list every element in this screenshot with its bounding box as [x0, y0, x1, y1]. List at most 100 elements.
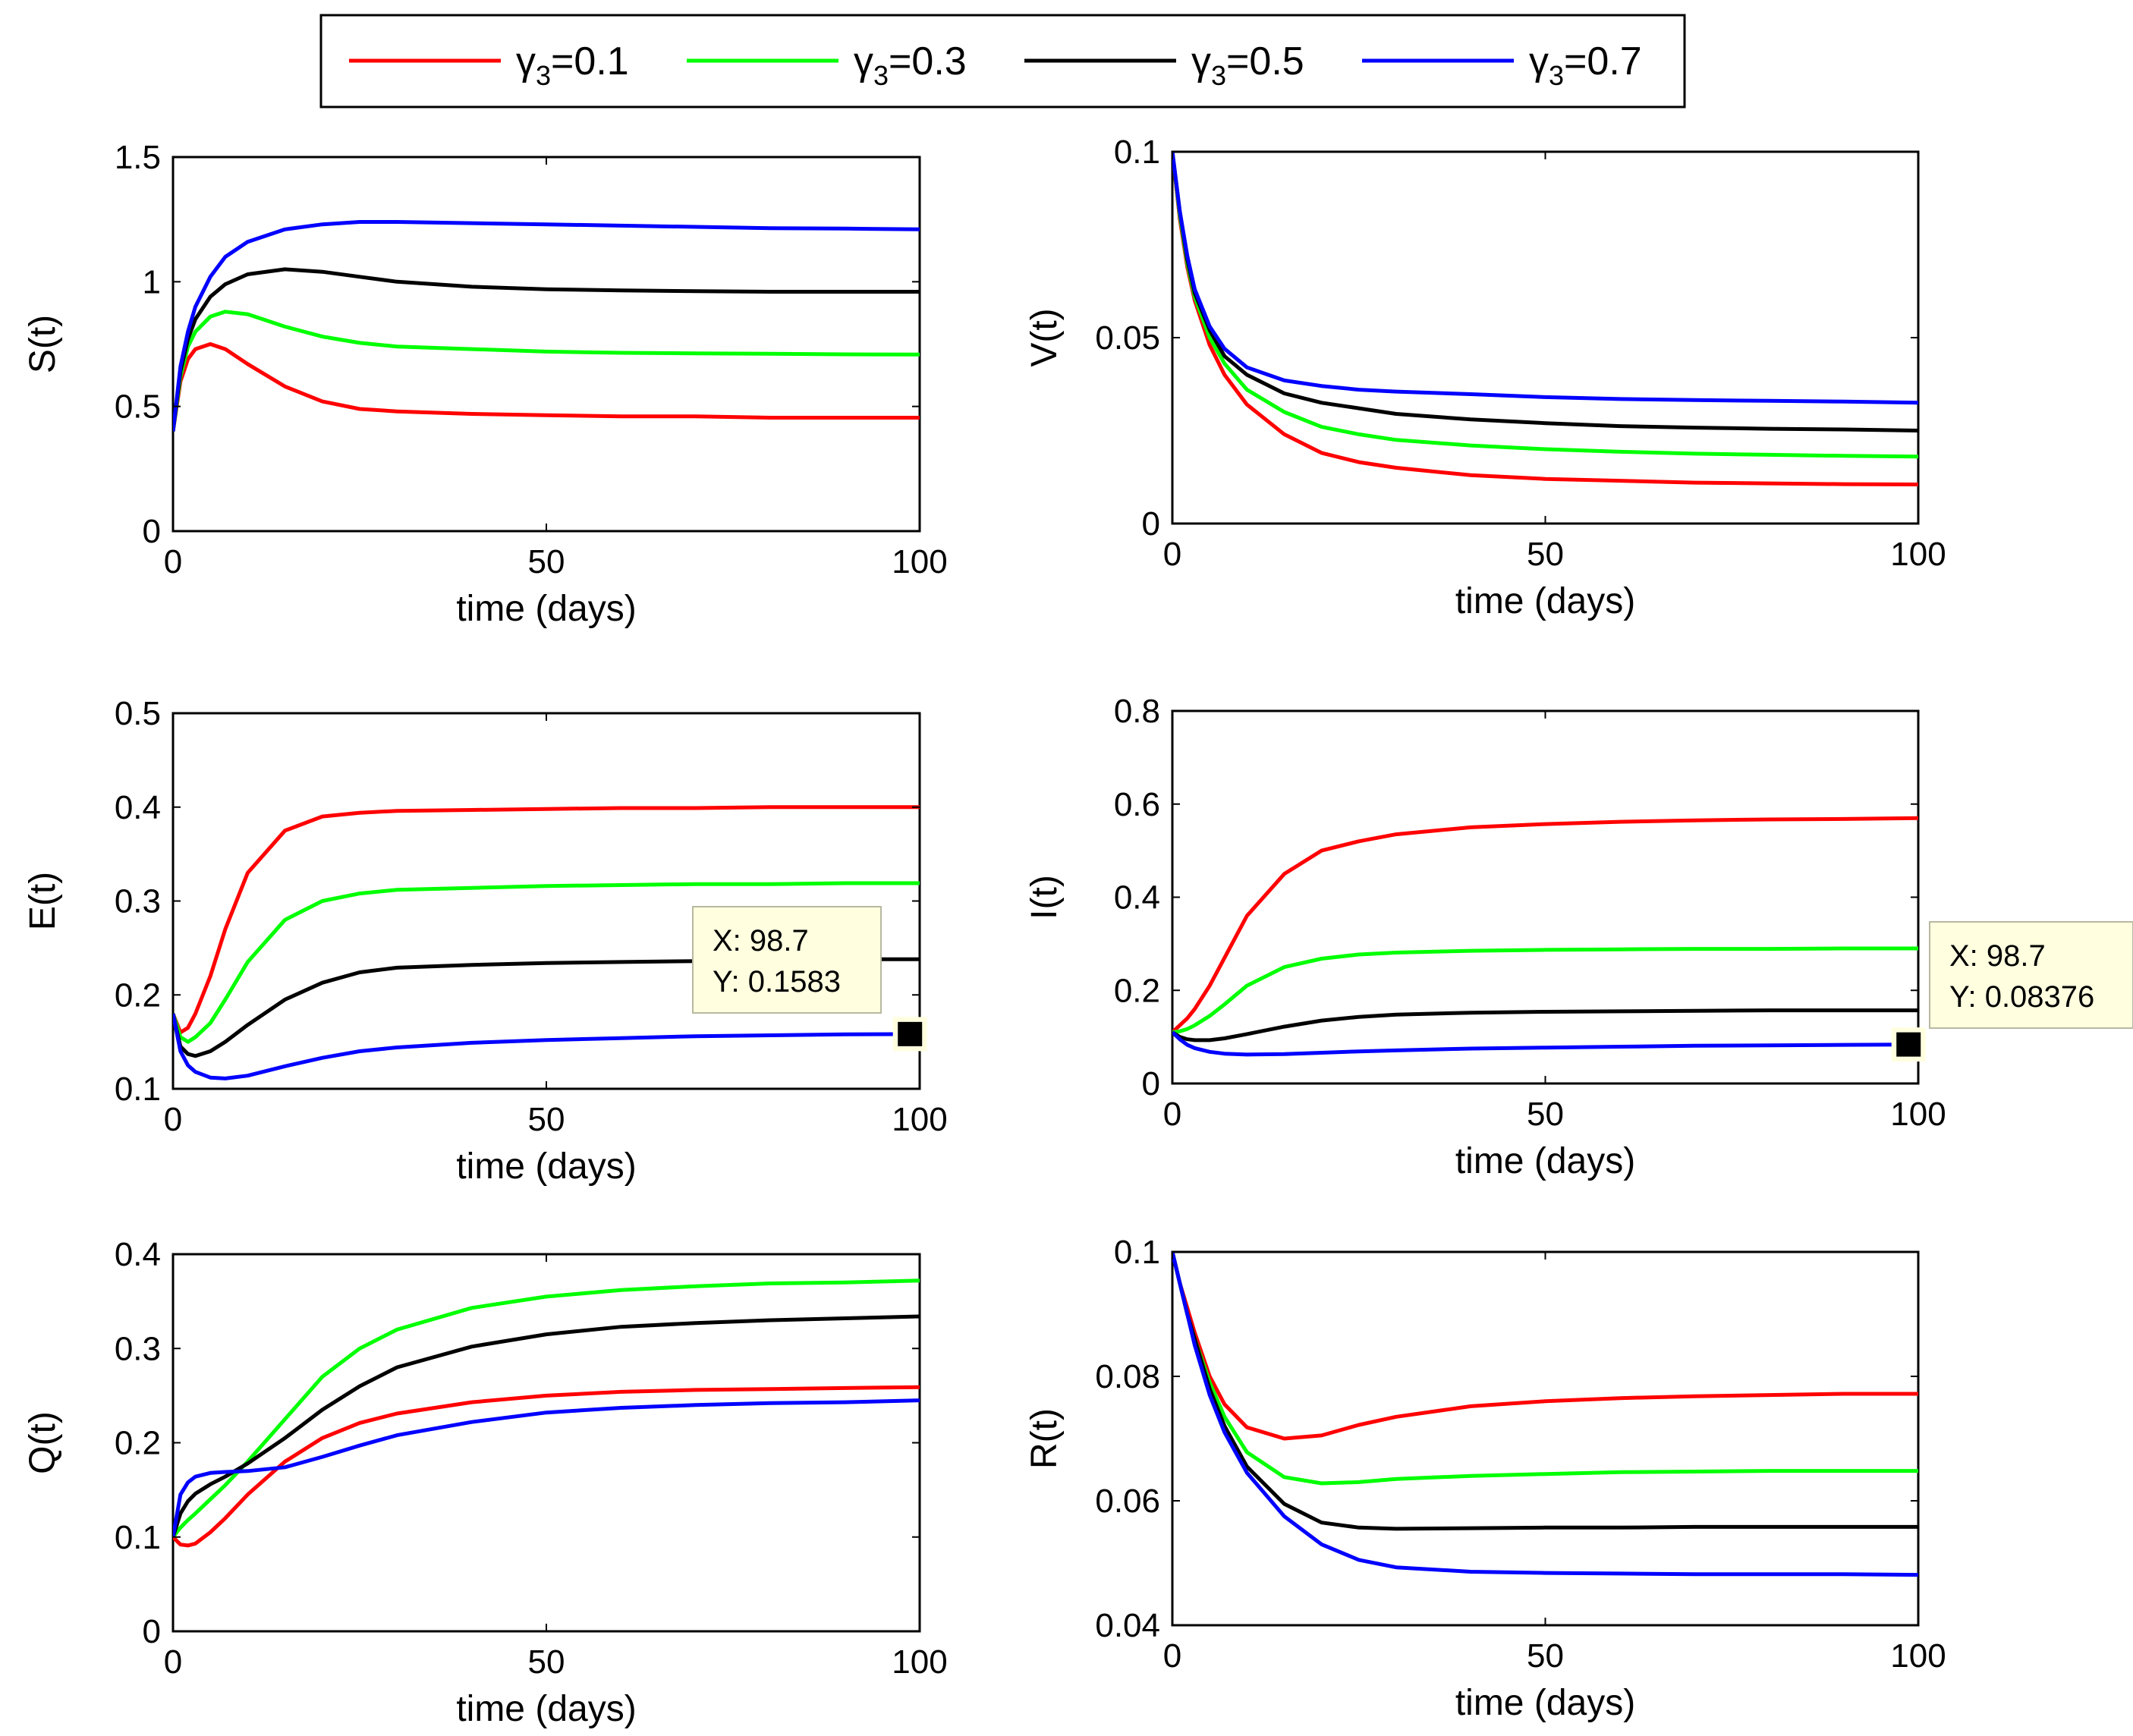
x-tick-label: 0: [1163, 536, 1181, 573]
series-line-2: [1172, 946, 1918, 1034]
x-tick-label: 100: [892, 1643, 947, 1681]
x-axis-label: time (days): [456, 1146, 636, 1187]
y-tick-label: 0.4: [115, 1236, 161, 1273]
y-tick-label: 1: [143, 263, 161, 300]
y-tick-label: 0: [1142, 1065, 1160, 1102]
legend-label-2: γ3=0.3: [854, 39, 967, 91]
y-tick-label: 0.06: [1095, 1483, 1160, 1520]
x-tick-label: 50: [528, 1643, 565, 1681]
series-line-1: [1172, 816, 1918, 1034]
y-tick-label: 0.4: [115, 789, 161, 826]
series-line-3: [173, 1314, 920, 1538]
series-line-1: [173, 1385, 920, 1548]
series-line-4: [173, 1398, 920, 1538]
x-tick-label: 50: [528, 543, 565, 580]
series-line-4: [1172, 1030, 1918, 1057]
y-tick-label: 0.6: [1114, 786, 1160, 823]
y-tick-label: 0.1: [1114, 134, 1160, 171]
x-tick-label: 100: [892, 1101, 947, 1138]
y-axis-label: V(t): [1024, 308, 1065, 366]
y-tick-label: 0.08: [1095, 1358, 1160, 1395]
series-line-1: [173, 805, 920, 1035]
y-axis-label: S(t): [23, 315, 63, 373]
series-line-4: [173, 220, 920, 432]
legend-label-1: γ3=0.1: [516, 39, 629, 91]
y-tick-label: 0: [1142, 505, 1160, 542]
y-axis-label: Q(t): [23, 1411, 63, 1474]
x-axis-label: time (days): [456, 589, 636, 629]
axes-frame: [1171, 150, 1920, 525]
y-tick-label: 0.1: [115, 1519, 161, 1556]
panel-rt: 0 50 100 0.04 0.06 0.08 0.1 time (days) R(t): [1024, 1234, 1946, 1723]
datatip-x: X: 98.7: [1949, 939, 2046, 973]
y-tick-label: 1.5: [115, 139, 161, 176]
y-tick-label: 0.5: [115, 388, 161, 426]
y-tick-label: 0.04: [1095, 1607, 1160, 1644]
series-line-2: [173, 1278, 920, 1539]
x-tick-label: 100: [1890, 1096, 1946, 1133]
y-tick-label: 0.05: [1095, 319, 1160, 357]
axes-frame: [171, 156, 921, 533]
datatip-marker: [898, 1021, 923, 1046]
y-axis-label: I(t): [1024, 875, 1065, 920]
datatip[interactable]: X: 98.7 Y: 0.1583: [692, 906, 927, 1052]
x-tick-label: 0: [1163, 1096, 1181, 1133]
legend-label-4: γ3=0.7: [1529, 39, 1642, 91]
y-tick-label: 0.2: [1114, 972, 1160, 1009]
series-line-2: [173, 881, 920, 1044]
x-axis-label: time (days): [1455, 1683, 1635, 1723]
y-tick-label: 0.3: [115, 883, 161, 920]
x-tick-label: 0: [1163, 1637, 1181, 1675]
datatip-box: [692, 906, 882, 1014]
x-axis-label: time (days): [1455, 1141, 1635, 1181]
x-axis-label: time (days): [1455, 581, 1635, 621]
x-tick-label: 100: [1890, 1637, 1946, 1675]
subplot-grid: 0 50 100 0 0.5 1 1.5 time (days) S(t) 0 50 100 0 0.05…: [23, 134, 2133, 1729]
x-tick-label: 0: [164, 1643, 182, 1681]
y-tick-label: 0.4: [1114, 879, 1160, 917]
datatip-y: Y: 0.1583: [713, 965, 841, 999]
series-line-4: [1172, 152, 1918, 405]
y-tick-label: 0.2: [115, 1425, 161, 1462]
y-tick-label: 0.3: [115, 1330, 161, 1367]
x-tick-label: 50: [1527, 536, 1564, 573]
axes-frame: [171, 1253, 921, 1633]
x-axis-label: time (days): [456, 1689, 636, 1729]
datatip-marker: [1896, 1032, 1921, 1057]
x-tick-label: 100: [1890, 536, 1946, 573]
series-line-4: [1172, 1252, 1918, 1577]
datatip-y: Y: 0.08376: [1949, 980, 2094, 1014]
y-tick-label: 0.8: [1114, 693, 1160, 730]
x-tick-label: 50: [528, 1101, 565, 1138]
y-tick-label: 0: [143, 1613, 161, 1650]
y-tick-label: 0.1: [115, 1071, 161, 1108]
series-line-1: [173, 342, 920, 432]
y-tick-label: 0: [143, 513, 161, 550]
datatip-x: X: 98.7: [713, 924, 809, 958]
x-tick-label: 0: [164, 543, 182, 580]
y-tick-label: 0.2: [115, 976, 161, 1014]
x-tick-label: 0: [164, 1101, 182, 1138]
x-tick-label: 50: [1527, 1096, 1564, 1133]
datatip-box: [1929, 921, 2133, 1029]
panel-qt: 0 50 100 0 0.1 0.2 0.3 0.4 time (days) Q(t): [23, 1236, 948, 1729]
panel-it: 0 50 100 0 0.2 0.4 0.6 0.8 time (days) I(t) X: 98.…: [1024, 693, 2133, 1181]
y-tick-label: 0.5: [115, 695, 161, 732]
series-line-4: [173, 1013, 920, 1080]
legend-label-3: γ3=0.5: [1191, 39, 1304, 91]
x-tick-label: 100: [892, 543, 947, 580]
series-line-3: [1172, 1008, 1918, 1043]
datatip[interactable]: X: 98.7 Y: 0.08376: [1891, 921, 2133, 1062]
legend: γ3=0.1 γ3=0.3 γ3=0.5 γ3=0.7: [319, 14, 1686, 108]
axes-frame: [171, 712, 921, 1090]
panel-st: 0 50 100 0 0.5 1 1.5 time (days) S(t): [23, 139, 948, 629]
panel-et: 0 50 100 0.1 0.2 0.3 0.4 0.5 time (days) E(t) X: 9…: [23, 695, 948, 1187]
panel-vt: 0 50 100 0 0.05 0.1 time (days) V(t): [1024, 134, 1946, 621]
y-axis-label: E(t): [23, 872, 63, 930]
y-axis-label: R(t): [1024, 1408, 1065, 1469]
x-tick-label: 50: [1527, 1637, 1564, 1675]
series-line-2: [173, 310, 920, 432]
series-line-3: [173, 267, 920, 432]
y-tick-label: 0.1: [1114, 1234, 1160, 1271]
